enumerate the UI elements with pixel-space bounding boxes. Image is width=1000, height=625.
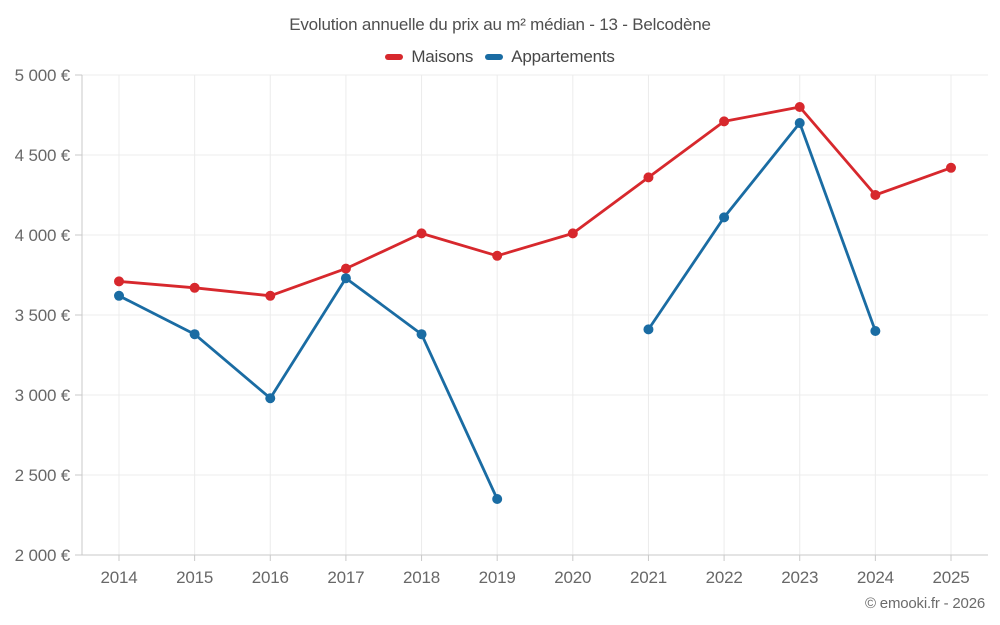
maisons-point-2024[interactable] — [870, 190, 881, 200]
appartements-point-2014[interactable] — [114, 290, 124, 301]
legend-label-maisons: Maisons — [411, 47, 474, 66]
x-tick-label: 2022 — [706, 568, 743, 587]
appartements-point-2021[interactable] — [643, 324, 654, 335]
maisons-point-2016[interactable] — [265, 290, 276, 301]
maisons-point-2020[interactable] — [567, 228, 578, 239]
y-tick-label: 2 500 € — [15, 466, 71, 485]
y-tick-label: 4 000 € — [15, 226, 71, 245]
x-tick-label: 2024 — [857, 568, 894, 587]
appartements-line — [647, 121, 877, 333]
x-tick-label: 2021 — [630, 568, 667, 587]
x-tick-label: 2017 — [327, 568, 364, 587]
appartements-point-2022[interactable] — [719, 212, 730, 223]
appartements-point-2019[interactable] — [492, 494, 503, 504]
y-tick-label: 3 500 € — [15, 306, 71, 325]
maisons-point-2023[interactable] — [794, 102, 805, 112]
x-tick-label: 2019 — [479, 568, 516, 587]
y-tick-label: 2 000 € — [15, 546, 71, 565]
chart-legend: Maisons Appartements — [0, 47, 1000, 67]
x-tick-label: 2014 — [100, 568, 137, 587]
x-tick-label: 2015 — [176, 568, 213, 587]
y-tick-label: 4 500 € — [15, 146, 71, 165]
maisons-point-2022[interactable] — [719, 116, 730, 127]
x-tick-label: 2020 — [554, 568, 591, 587]
y-tick-label: 5 000 € — [15, 66, 71, 85]
maisons-point-2014[interactable] — [114, 276, 124, 287]
maisons-point-2021[interactable] — [643, 172, 654, 183]
maisons-line — [117, 105, 953, 298]
legend-item-appartements[interactable]: Appartements — [485, 47, 615, 67]
appartements-point-2024[interactable] — [870, 326, 881, 336]
x-tick-label: 2018 — [403, 568, 440, 587]
appartements-swatch-icon — [485, 54, 504, 60]
appartements-point-2017[interactable] — [340, 273, 351, 284]
maisons-point-2019[interactable] — [492, 250, 503, 261]
legend-label-appartements: Appartements — [511, 47, 615, 66]
x-tick-label: 2023 — [781, 568, 818, 587]
maisons-swatch-icon — [385, 54, 404, 60]
appartements-point-2023[interactable] — [794, 118, 805, 128]
maisons-point-2018[interactable] — [416, 228, 427, 239]
maisons-point-2017[interactable] — [340, 263, 351, 274]
appartements-line — [117, 276, 499, 501]
maisons-point-2025[interactable] — [946, 162, 956, 173]
y-tick-label: 3 000 € — [15, 386, 71, 405]
maisons-point-2015[interactable] — [189, 282, 200, 293]
x-tick-label: 2016 — [252, 568, 289, 587]
appartements-point-2016[interactable] — [265, 393, 276, 404]
copyright-footer: © emooki.fr - 2026 — [864, 595, 985, 612]
appartements-point-2018[interactable] — [416, 329, 427, 340]
x-tick-label: 2025 — [932, 568, 969, 587]
legend-item-maisons[interactable]: Maisons — [385, 47, 473, 67]
chart-title: Evolution annuelle du prix au m² médian … — [289, 15, 711, 34]
appartements-point-2015[interactable] — [189, 329, 200, 340]
